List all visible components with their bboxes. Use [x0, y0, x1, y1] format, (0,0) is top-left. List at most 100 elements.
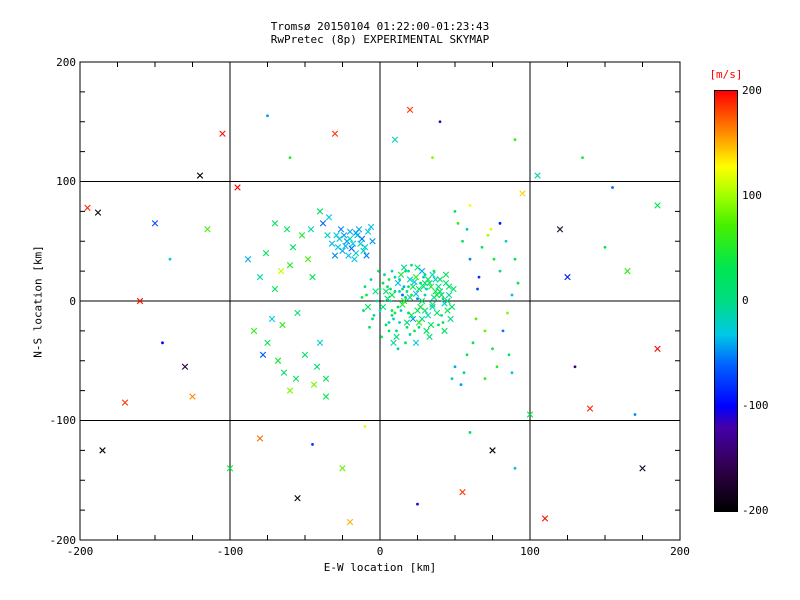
scatter-point: [418, 267, 426, 275]
scatter-point: [412, 339, 420, 347]
scatter-point: [396, 305, 400, 309]
scatter-point: [181, 363, 189, 370]
scatter-point: [414, 264, 421, 271]
scatter-point: [316, 208, 324, 215]
scatter-point: [510, 371, 514, 375]
scatter-point: [301, 351, 309, 358]
scatter-point: [358, 235, 366, 243]
scatter-point: [406, 106, 414, 113]
scatter-point: [379, 303, 387, 311]
colorbar-tick--100: -100: [742, 399, 769, 412]
scatter-point: [334, 244, 342, 251]
scatter-point: [286, 261, 294, 269]
scatter-point: [483, 377, 487, 381]
scatter-point: [383, 273, 386, 277]
scatter-point: [268, 315, 276, 323]
scatter-point: [419, 281, 422, 285]
scatter-point: [279, 321, 286, 329]
colorbar-tick--200: -200: [742, 504, 769, 517]
scatter-point: [417, 325, 421, 329]
scatter-point: [381, 281, 385, 285]
scatter-point: [486, 233, 490, 237]
scatter-point: [462, 371, 466, 375]
scatter-point: [411, 278, 418, 286]
scatter-point: [298, 232, 306, 239]
scatter-point: [283, 226, 291, 233]
scatter-point: [581, 156, 584, 160]
scatter-point: [407, 285, 410, 289]
scatter-point: [526, 411, 534, 418]
scatter-point: [310, 381, 318, 388]
scatter-point: [351, 255, 358, 263]
scatter-point: [234, 184, 241, 191]
scatter-point: [603, 245, 607, 249]
scatter-point: [393, 333, 400, 341]
scatter-point: [396, 347, 400, 351]
scatter-point: [349, 240, 357, 247]
scatter-point: [256, 273, 264, 281]
scatter-point: [168, 257, 172, 261]
y-tick-100: 100: [56, 175, 76, 188]
scatter-point: [450, 377, 454, 381]
scatter-point: [495, 365, 499, 369]
scatter-point: [440, 313, 443, 317]
scatter-point: [541, 515, 549, 522]
scatter-point: [498, 269, 502, 273]
scatter-point: [407, 269, 410, 273]
scatter-point: [474, 317, 478, 321]
scatter-point: [393, 311, 397, 315]
scatter-point: [399, 309, 403, 312]
scatter-point: [409, 283, 417, 290]
scatter-point: [288, 156, 292, 160]
scatter-point: [274, 357, 282, 364]
y-axis-label: N-S location [km]: [31, 245, 45, 358]
scatter-point: [364, 228, 372, 235]
y-tick-0: 0: [69, 295, 76, 308]
scatter-point: [405, 325, 409, 329]
scatter-point: [429, 271, 436, 278]
scatter-point: [453, 209, 457, 213]
scatter-point: [491, 347, 494, 351]
scatter-point: [316, 339, 324, 347]
scatter-point: [333, 232, 340, 239]
scatter-point: [534, 172, 541, 179]
scatter-point: [390, 309, 394, 312]
scatter-point: [363, 425, 367, 428]
scatter-point: [84, 204, 91, 211]
scatter-point: [408, 333, 412, 336]
grid-lines: [80, 62, 680, 540]
scatter-point: [423, 327, 430, 335]
scatter-point: [556, 226, 564, 233]
scatter-point: [611, 186, 614, 189]
scatter-point: [324, 232, 331, 239]
scatter-point: [375, 299, 379, 303]
scatter-point: [244, 255, 252, 263]
scatter-point: [348, 245, 355, 252]
scatter-point: [404, 269, 407, 273]
scatter-point: [277, 267, 285, 275]
scatter-point: [369, 238, 376, 245]
scatter-point: [471, 341, 475, 345]
scatter-point: [410, 263, 413, 267]
scatter-point: [489, 227, 493, 231]
y-tick--100: -100: [49, 414, 77, 427]
scatter-point: [407, 311, 410, 315]
x-axis-label: E-W location [km]: [323, 561, 437, 574]
scatter-point: [405, 290, 409, 293]
colorbar-tick-200: 200: [742, 84, 762, 97]
scatter-point: [280, 369, 288, 376]
scatter-point: [421, 307, 429, 314]
scatter-point: [304, 255, 312, 263]
scatter-point: [346, 518, 354, 526]
scatter-point: [386, 285, 389, 289]
scatter-point: [468, 204, 472, 207]
scatter-point: [189, 393, 196, 400]
scatter-point: [438, 120, 442, 124]
scatter-point: [406, 276, 414, 283]
scatter-point: [400, 297, 408, 305]
x-tick-200: 200: [670, 545, 690, 558]
scatter-point: [398, 290, 401, 293]
scatter-point: [322, 393, 330, 400]
scatter-point: [654, 202, 661, 209]
scatter-point: [286, 387, 294, 394]
